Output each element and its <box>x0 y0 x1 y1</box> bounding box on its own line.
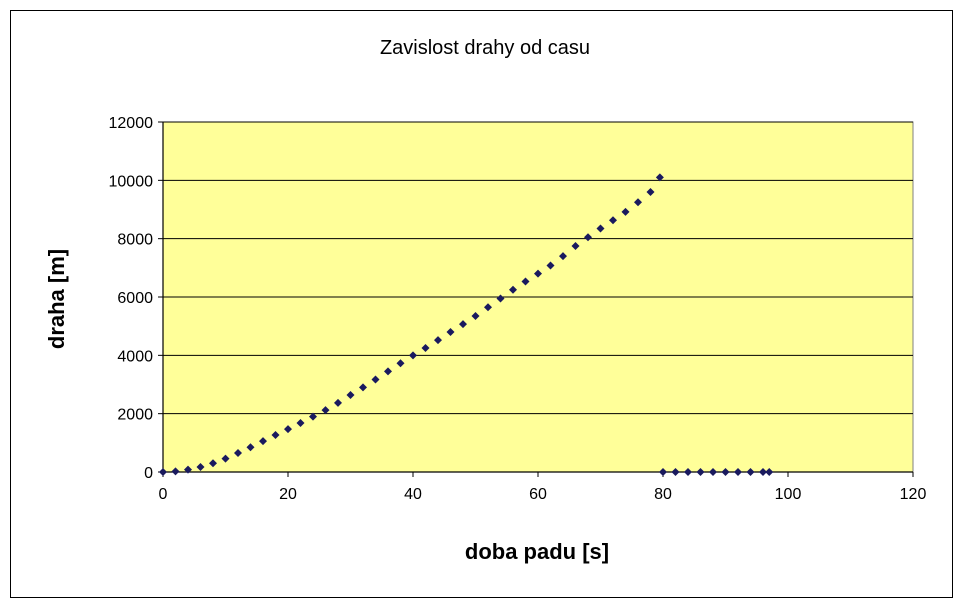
data-point <box>721 468 730 476</box>
data-point <box>221 454 230 463</box>
data-point <box>234 449 242 458</box>
data-point <box>571 241 580 250</box>
x-tick-label: 80 <box>654 486 672 503</box>
data-point <box>171 467 180 476</box>
data-point <box>684 468 692 476</box>
data-point <box>596 224 605 233</box>
data-point <box>459 320 467 329</box>
data-point <box>646 188 655 196</box>
data-point <box>396 359 405 368</box>
data-point <box>671 468 680 476</box>
data-point <box>484 303 492 312</box>
x-axis-label: doba padu [s] <box>465 539 609 564</box>
data-point <box>421 344 430 353</box>
data-point <box>621 207 630 216</box>
data-point <box>196 463 205 472</box>
data-point <box>184 465 192 474</box>
x-tick-label: 60 <box>529 486 547 503</box>
data-point <box>471 311 480 320</box>
data-point <box>159 468 167 476</box>
y-tick-label: 4000 <box>117 348 153 365</box>
data-point <box>609 216 617 225</box>
y-tick-label: 0 <box>144 465 153 482</box>
data-point <box>696 468 705 476</box>
data-point <box>496 294 505 303</box>
x-tick-label: 100 <box>775 486 802 503</box>
y-tick-label: 2000 <box>117 407 153 424</box>
data-point <box>709 468 717 476</box>
data-point <box>734 468 742 476</box>
y-axis-label: draha [m] <box>44 249 69 349</box>
x-tick-label: 20 <box>279 486 297 503</box>
chart-title: Zavislost drahy od casu <box>380 37 590 59</box>
data-point <box>409 351 417 360</box>
data-point <box>584 233 592 242</box>
x-tick-label: 40 <box>404 486 422 503</box>
data-point <box>384 367 392 376</box>
data-point <box>759 468 767 476</box>
y-tick-label: 10000 <box>109 173 154 190</box>
data-point <box>434 336 442 345</box>
data-point <box>446 328 455 336</box>
data-point <box>371 375 380 384</box>
y-tick-label: 6000 <box>117 290 153 307</box>
data-point <box>321 406 330 415</box>
data-point <box>659 468 667 476</box>
data-point <box>259 437 267 446</box>
data-point <box>746 468 755 476</box>
data-point <box>296 419 305 427</box>
data-point <box>246 443 255 452</box>
data-point <box>634 198 642 207</box>
data-point <box>559 252 567 261</box>
data-point <box>346 391 355 399</box>
y-tick-label: 8000 <box>117 232 153 249</box>
y-tick-label: 12000 <box>109 115 154 132</box>
data-point <box>309 412 317 421</box>
data-point <box>765 468 774 476</box>
x-tick-label: 0 <box>159 486 168 503</box>
data-point <box>546 261 555 270</box>
data-point <box>334 398 342 407</box>
data-point <box>534 269 542 278</box>
data-point <box>209 459 217 468</box>
data-point <box>509 285 517 294</box>
data-point <box>655 173 664 182</box>
data-point <box>271 430 280 439</box>
data-point <box>284 425 292 434</box>
data-point <box>521 277 530 286</box>
x-tick-label: 120 <box>900 486 927 503</box>
data-point <box>359 383 367 392</box>
